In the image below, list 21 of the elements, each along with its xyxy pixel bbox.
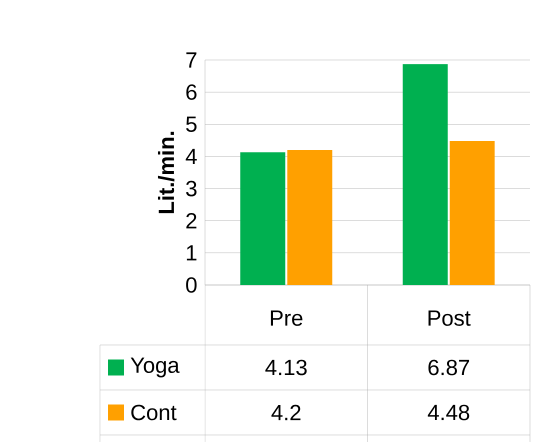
y-tick-label: 1 bbox=[186, 245, 196, 260]
y-tick-label: 5 bbox=[186, 116, 197, 132]
legend-label: Yoga bbox=[130, 358, 180, 378]
data-label: 6.87 bbox=[428, 360, 470, 376]
y-tick-label: 2 bbox=[186, 212, 196, 228]
bar bbox=[287, 150, 332, 285]
x-tick-label: Post bbox=[428, 310, 471, 326]
y-tick-label: 3 bbox=[186, 180, 197, 196]
x-tick-label: Pre bbox=[270, 310, 302, 326]
data-label: 4.48 bbox=[428, 404, 470, 420]
bar bbox=[402, 64, 448, 285]
y-axis-title: Lit./min. bbox=[158, 132, 174, 214]
legend-label: Cont bbox=[131, 404, 177, 420]
bar bbox=[240, 152, 286, 285]
y-tick-label: 0 bbox=[186, 277, 197, 293]
y-tick-label: 6 bbox=[186, 84, 197, 100]
y-tick-label: 7 bbox=[186, 52, 196, 68]
data-label: 4.2 bbox=[271, 404, 300, 420]
bar bbox=[450, 140, 495, 285]
y-tick-label: 4 bbox=[186, 148, 197, 164]
data-label: 4.13 bbox=[265, 360, 307, 376]
